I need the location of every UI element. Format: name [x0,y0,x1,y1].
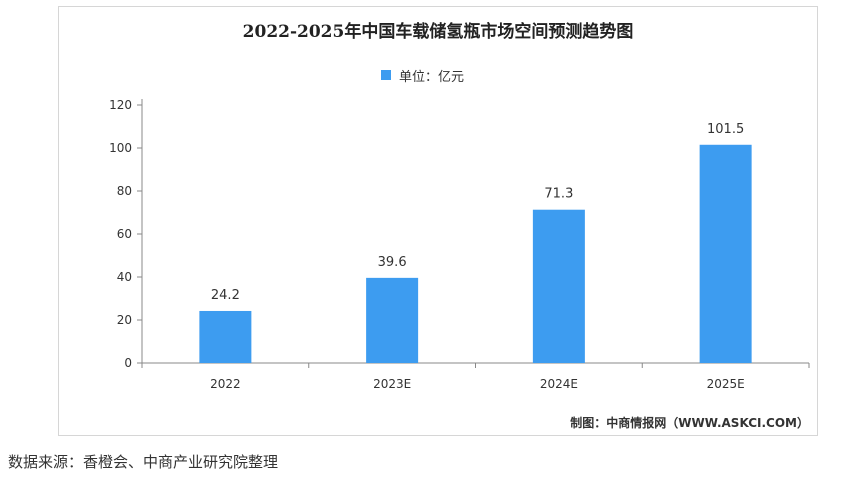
y-tick-label: 100 [109,141,132,155]
data-label: 71.3 [544,187,573,202]
bar-chart: 0 20 40 60 80 100 120 24.2 2022 39.6 2023E 71.3 2024… [109,98,810,391]
legend-label: 单位：亿元 [399,69,465,85]
bar [199,310,252,363]
y-tick-label: 20 [117,313,132,327]
y-tick-label: 60 [117,227,132,241]
x-tick-label: 2023E [373,377,411,391]
y-tick-label: 80 [117,184,132,198]
bar [699,144,752,363]
bar [366,277,419,363]
y-tick-label: 40 [117,270,132,284]
data-source-note: 数据来源：香橙会、中商产业研究院整理 [8,453,279,471]
legend: 单位：亿元 [381,65,464,85]
y-tick-label: 120 [109,98,132,112]
bar [532,209,585,363]
chart-panel: 2022-2025年中国车载储氢瓶市场空间预测趋势图 单位：亿元 0 20 40 60… [58,6,818,436]
chart-credit: 制图：中商情报网（WWW.ASKCI.COM） [570,416,809,430]
legend-swatch [381,70,391,80]
data-label: 101.5 [707,122,744,137]
data-label: 24.2 [211,288,240,303]
x-tick-label: 2022 [210,377,241,391]
x-tick-label: 2025E [707,377,745,391]
x-tick-label: 2024E [540,377,578,391]
chart-title: 2022-2025年中国车载储氢瓶市场空间预测趋势图 [242,22,634,42]
data-label: 39.6 [378,255,407,270]
y-tick-label: 0 [124,356,132,370]
